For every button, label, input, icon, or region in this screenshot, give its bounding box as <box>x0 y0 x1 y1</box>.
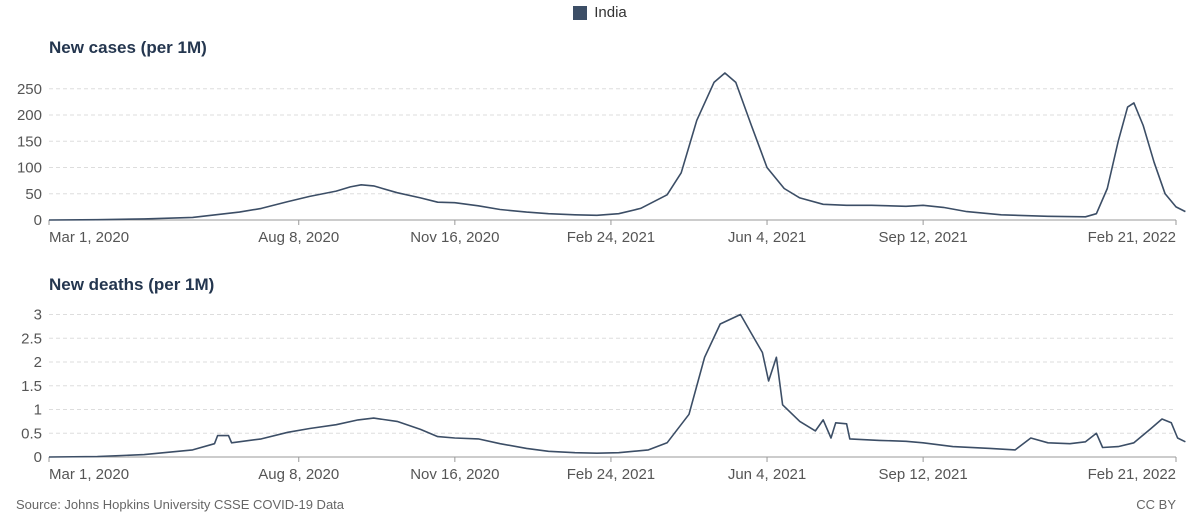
y-tick-label: 0.5 <box>21 425 42 442</box>
legend: India <box>0 4 1200 21</box>
x-tick-label: Jun 4, 2021 <box>728 229 806 246</box>
x-tick-label: Mar 1, 2020 <box>49 229 129 246</box>
source-note[interactable]: Source: Johns Hopkins University CSSE CO… <box>16 497 345 512</box>
series-line-india <box>48 72 1186 221</box>
y-tick-label: 0 <box>34 212 42 229</box>
x-tick-label: Aug 8, 2020 <box>258 466 339 483</box>
chart-title: New cases (per 1M) <box>49 38 207 57</box>
x-tick-label: Feb 24, 2021 <box>567 229 655 246</box>
y-tick-label: 150 <box>17 133 42 150</box>
license-link[interactable]: CC BY <box>1136 497 1176 512</box>
y-tick-label: 200 <box>17 107 42 124</box>
series-line-india <box>48 313 1186 458</box>
x-tick-label: Nov 16, 2020 <box>410 229 499 246</box>
x-tick-label: Nov 16, 2020 <box>410 466 499 483</box>
x-tick-label: Feb 24, 2021 <box>567 466 655 483</box>
y-tick-label: 2.5 <box>21 330 42 347</box>
x-tick-label: Jun 4, 2021 <box>728 466 806 483</box>
y-tick-label: 1 <box>34 402 42 419</box>
x-tick-label: Sep 12, 2021 <box>879 229 968 246</box>
y-tick-label: 3 <box>34 307 42 324</box>
y-tick-label: 50 <box>25 186 42 203</box>
x-tick-label: Feb 21, 2022 <box>1088 229 1176 246</box>
legend-item-india[interactable]: India <box>573 4 627 21</box>
y-tick-label: 0 <box>34 449 42 466</box>
x-tick-label: Mar 1, 2020 <box>49 466 129 483</box>
legend-swatch <box>573 5 588 20</box>
legend-label: India <box>594 4 627 21</box>
x-tick-label: Aug 8, 2020 <box>258 229 339 246</box>
y-tick-label: 250 <box>17 81 42 98</box>
y-tick-label: 100 <box>17 160 42 177</box>
chart-title: New deaths (per 1M) <box>49 275 214 294</box>
chart-panel-2: New deaths (per 1M) 0 0.5 1 1.5 2 2.5 3 Mar 1, 2… <box>21 275 1186 483</box>
y-tick-label: 2 <box>34 354 42 371</box>
x-tick-label: Feb 21, 2022 <box>1088 466 1176 483</box>
chart-panel-1: New cases (per 1M) 0 50 100 150 200 250 Mar 1, … <box>17 38 1186 246</box>
y-tick-label: 1.5 <box>21 378 42 395</box>
x-tick-label: Sep 12, 2021 <box>879 466 968 483</box>
